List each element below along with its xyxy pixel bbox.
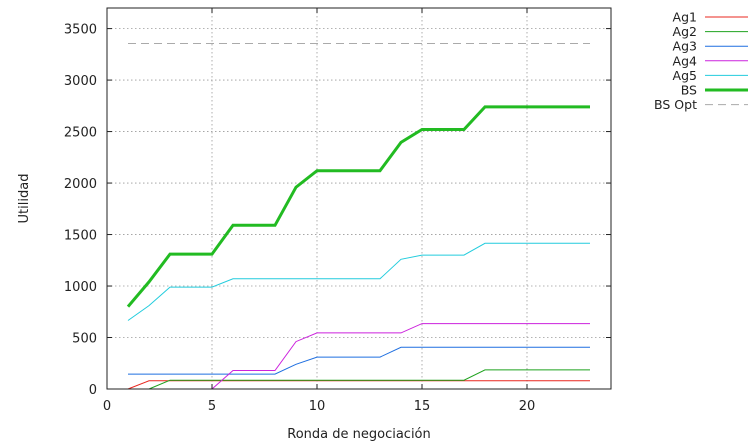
series-line-bs: [126, 105, 590, 308]
series-line-ag2: [148, 369, 590, 390]
x-tick-label: 0: [103, 399, 111, 414]
x-tick-label: 15: [414, 399, 431, 414]
series-line-ag3: [128, 346, 590, 375]
y-tick-label: 2500: [64, 126, 97, 141]
y-tick-label: 3500: [64, 23, 97, 38]
legend-label: Ag2: [673, 24, 697, 39]
axis-ticks: 0 5 10 15 20 0 500 1000 1500 2000 2500 3000 3500: [64, 8, 611, 414]
legend-label: BS: [681, 83, 697, 98]
x-tick-label: 10: [309, 399, 326, 414]
y-axis-label: Utilidad: [17, 174, 32, 224]
legend-label: BS Opt: [654, 97, 697, 112]
y-tick-label: 1500: [64, 229, 97, 244]
legend-label: Ag3: [673, 39, 697, 54]
series-line-ag5: [127, 242, 590, 321]
y-tick-label: 0: [89, 383, 97, 398]
series-lines: [126, 43, 590, 390]
legend-label: Ag1: [673, 10, 697, 25]
legend-label: Ag5: [673, 68, 697, 83]
x-tick-label: 5: [208, 399, 216, 414]
series-line-ag1: [127, 380, 590, 390]
y-tick-label: 2000: [64, 177, 97, 192]
grid-lines: [107, 8, 611, 389]
legend-label: Ag4: [673, 53, 697, 68]
x-axis-label: Ronda de negociación: [287, 427, 431, 442]
y-tick-label: 1000: [64, 280, 97, 295]
plot-frame: [106, 7, 612, 390]
y-tick-label: 3000: [64, 74, 97, 89]
series-line-ag4: [211, 323, 590, 390]
y-tick-label: 500: [72, 332, 97, 347]
x-tick-label: 20: [519, 399, 536, 414]
